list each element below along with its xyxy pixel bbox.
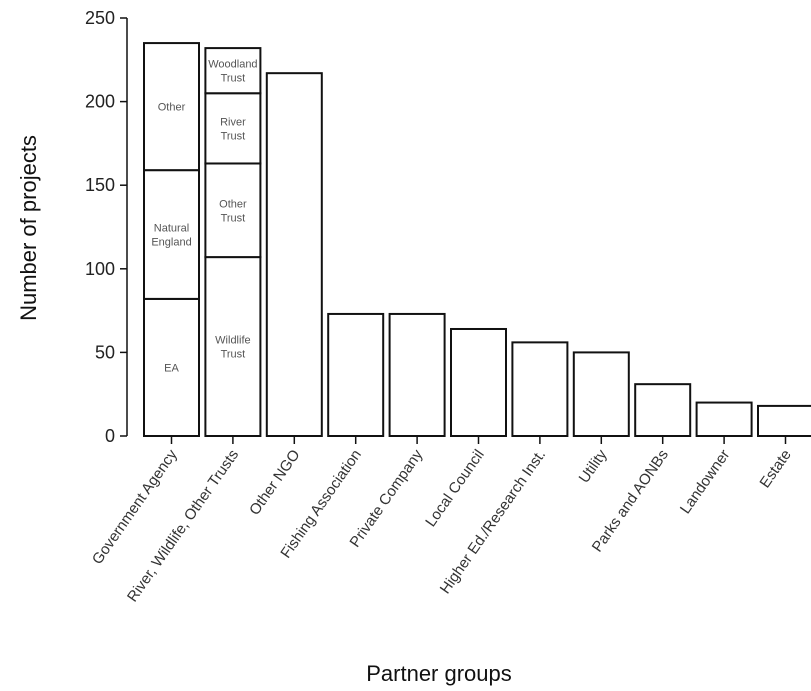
bar-segment xyxy=(204,92,262,165)
x-tick-label: Higher Ed./Research Inst. xyxy=(437,447,549,597)
x-tick-label: Local Council xyxy=(422,447,488,531)
segment-label: Other xyxy=(158,102,186,114)
y-tick-label: 250 xyxy=(85,8,115,28)
y-tick-label: 150 xyxy=(85,175,115,195)
y-tick-label: 200 xyxy=(85,92,115,112)
bar-segment xyxy=(204,47,262,95)
segment-label: EA xyxy=(164,362,179,374)
y-tick-label: 50 xyxy=(95,342,115,362)
x-tick-label: Other NGO xyxy=(246,447,303,519)
segment-label: Woodland Trust xyxy=(208,59,257,85)
x-tick-label: Landowner xyxy=(677,447,734,518)
bar xyxy=(327,312,385,437)
bar-segment xyxy=(204,256,262,438)
bar xyxy=(572,351,630,437)
segment-label: River Trust xyxy=(220,116,246,142)
bar xyxy=(388,312,446,437)
x-tick-label: Estate xyxy=(756,447,794,492)
bar xyxy=(450,327,507,438)
bar xyxy=(634,383,692,437)
bar xyxy=(265,72,323,438)
y-axis-title: Number of projects xyxy=(16,135,41,321)
bar xyxy=(757,404,811,437)
y-tick-label: 100 xyxy=(85,259,115,279)
bar xyxy=(695,401,753,437)
x-axis-title: Partner groups xyxy=(366,661,512,686)
y-tick-label: 0 xyxy=(105,426,115,446)
bar-segment xyxy=(143,169,200,300)
bar-segment xyxy=(143,42,200,172)
x-tick-label: Utility xyxy=(576,446,611,486)
segment-label: Other Trust xyxy=(219,198,247,224)
y-axis: 0 50 100 150 200 250 xyxy=(85,8,128,446)
segment-label: Natural England xyxy=(151,223,191,249)
segment-label: Wildlife Trust xyxy=(215,335,250,361)
bar xyxy=(511,341,569,438)
x-tick-label: River, Wildlife, Other Trusts xyxy=(124,447,242,606)
bars: EA Natural England Other Wildlife Trust Other T… xyxy=(143,42,811,438)
